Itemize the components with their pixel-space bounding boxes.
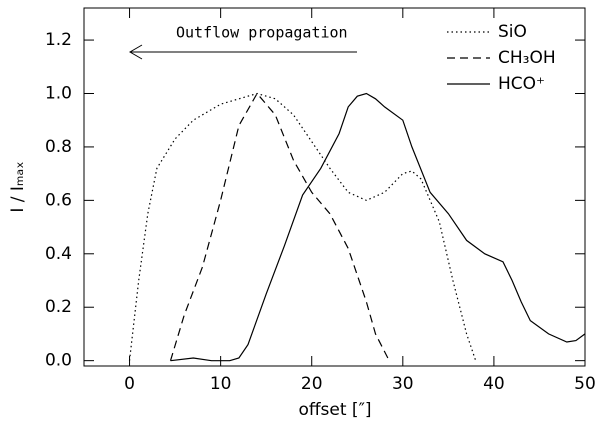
legend-label: HCO⁺ xyxy=(498,74,545,94)
x-tick-label: 20 xyxy=(301,374,323,394)
y-tick-label: 0.2 xyxy=(45,297,72,317)
y-tick-label: 1.2 xyxy=(45,30,72,50)
y-tick-label: 0.8 xyxy=(45,137,72,157)
annotation: Outflow propagation xyxy=(176,24,348,42)
legend-label: CH₃OH xyxy=(498,48,556,68)
arrow-head xyxy=(129,44,143,60)
x-axis-label: offset [″] xyxy=(298,400,371,420)
y-tick-label: 0.0 xyxy=(45,351,72,371)
series-line xyxy=(170,92,586,362)
x-tick-label: 40 xyxy=(483,374,505,394)
x-tick-label: 0 xyxy=(124,374,135,394)
plot-frame xyxy=(83,7,586,367)
y-tick-label: 0.6 xyxy=(45,190,72,210)
x-tick-label: 10 xyxy=(210,374,232,394)
legend-label: SiO xyxy=(498,22,527,42)
y-tick-label: 1.0 xyxy=(45,83,72,103)
y-tick-label: 0.4 xyxy=(45,244,72,264)
y-axis-label: I / Iₘₐₓ xyxy=(8,161,28,212)
series-line xyxy=(169,92,390,361)
series-line xyxy=(128,92,477,361)
x-tick-label: 30 xyxy=(392,374,414,394)
x-tick-label: 50 xyxy=(574,374,596,394)
